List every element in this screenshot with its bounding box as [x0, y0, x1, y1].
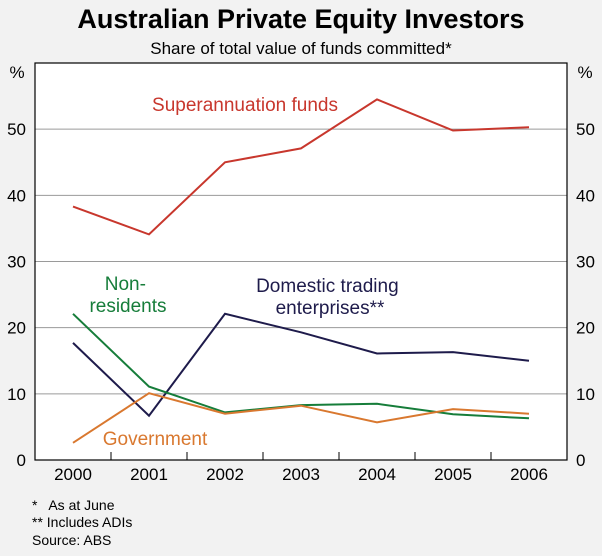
x-tick-2004: 2004 — [358, 465, 396, 484]
chart-subtitle: Share of total value of funds committed* — [150, 39, 452, 58]
y-unit-right: % — [577, 63, 592, 82]
series-line-superannuation-funds — [72, 98, 530, 236]
y-tick-left-30: 30 — [7, 253, 26, 272]
series-label-superannuation: Superannuation funds — [152, 95, 338, 116]
series-line-domestic-trading-enterprises — [72, 312, 530, 418]
x-tick-2006: 2006 — [510, 465, 548, 484]
series-label-non-residents-line-2: residents — [89, 296, 166, 317]
chart-title: Australian Private Equity Investors — [77, 4, 524, 34]
y-tick-right-30: 30 — [576, 253, 595, 272]
series-label-government: Government — [103, 429, 208, 450]
y-tick-left-0: 0 — [17, 451, 26, 470]
series-label-domestic-trading-line-2: enterprises** — [276, 298, 385, 319]
y-tick-right-0: 0 — [576, 451, 585, 470]
y-tick-right-50: 50 — [576, 120, 595, 139]
x-tick-2005: 2005 — [434, 465, 472, 484]
plot-frame — [34, 62, 568, 461]
series-line-government — [72, 392, 530, 444]
note-as-at-june: * As at June — [32, 497, 115, 513]
series-label-non-residents-line-1: Non- — [105, 274, 146, 295]
x-tick-2001: 2001 — [130, 465, 168, 484]
y-tick-right-20: 20 — [576, 319, 595, 338]
series-label-domestic-trading-line-1: Domestic trading — [256, 276, 399, 297]
y-tick-left-40: 40 — [7, 186, 26, 205]
y-tick-right-40: 40 — [576, 186, 595, 205]
series-label-non-residents: Non- residents — [89, 274, 166, 317]
x-tick-2000: 2000 — [54, 465, 92, 484]
y-tick-right-10: 10 — [576, 385, 595, 404]
y-unit-left: % — [9, 63, 24, 82]
x-tick-2003: 2003 — [282, 465, 320, 484]
y-tick-left-50: 50 — [7, 120, 26, 139]
x-tick-2002: 2002 — [206, 465, 244, 484]
note-includes-adis: ** Includes ADIs — [32, 514, 132, 530]
note-source: Source: ABS — [32, 532, 111, 548]
y-tick-left-20: 20 — [7, 319, 26, 338]
y-tick-left-10: 10 — [7, 385, 26, 404]
series-label-domestic-trading: Domestic trading enterprises** — [256, 276, 404, 319]
